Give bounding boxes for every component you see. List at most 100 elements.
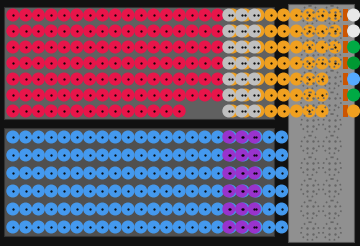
Circle shape	[276, 221, 287, 233]
Circle shape	[186, 9, 198, 21]
Circle shape	[58, 167, 70, 179]
Circle shape	[212, 25, 224, 37]
Circle shape	[135, 149, 147, 161]
Circle shape	[199, 185, 211, 197]
Bar	[343, 73, 348, 85]
Circle shape	[33, 41, 44, 53]
Circle shape	[212, 221, 224, 233]
Circle shape	[223, 73, 235, 85]
Circle shape	[225, 131, 236, 143]
Circle shape	[109, 185, 121, 197]
Circle shape	[161, 185, 172, 197]
Circle shape	[265, 89, 276, 101]
Circle shape	[265, 73, 276, 85]
Circle shape	[20, 203, 31, 215]
Circle shape	[249, 185, 260, 197]
Circle shape	[212, 131, 224, 143]
Circle shape	[226, 41, 238, 53]
Circle shape	[174, 25, 185, 37]
Circle shape	[249, 131, 260, 143]
Circle shape	[278, 25, 289, 37]
Circle shape	[20, 149, 31, 161]
Circle shape	[199, 9, 211, 21]
Circle shape	[249, 167, 260, 179]
Circle shape	[45, 73, 57, 85]
Circle shape	[33, 167, 44, 179]
Circle shape	[223, 89, 235, 101]
Circle shape	[199, 89, 211, 101]
Circle shape	[236, 73, 247, 85]
Circle shape	[174, 57, 185, 69]
Circle shape	[20, 9, 31, 21]
Circle shape	[33, 89, 44, 101]
Circle shape	[316, 9, 328, 21]
Circle shape	[109, 25, 121, 37]
Circle shape	[84, 9, 95, 21]
Circle shape	[161, 167, 172, 179]
Circle shape	[122, 221, 134, 233]
Circle shape	[250, 185, 262, 197]
Circle shape	[58, 149, 70, 161]
Circle shape	[84, 149, 95, 161]
Circle shape	[174, 221, 185, 233]
Circle shape	[316, 41, 328, 53]
Circle shape	[109, 149, 121, 161]
Circle shape	[226, 73, 238, 85]
Circle shape	[7, 221, 19, 233]
Circle shape	[252, 89, 264, 101]
Circle shape	[174, 131, 185, 143]
Circle shape	[33, 131, 44, 143]
Circle shape	[226, 105, 238, 117]
Circle shape	[237, 221, 249, 233]
Circle shape	[186, 131, 198, 143]
Circle shape	[45, 41, 57, 53]
Circle shape	[212, 203, 224, 215]
Circle shape	[45, 105, 57, 117]
Circle shape	[20, 185, 31, 197]
Circle shape	[122, 73, 134, 85]
Circle shape	[236, 41, 247, 53]
Circle shape	[252, 57, 264, 69]
Circle shape	[249, 89, 260, 101]
Circle shape	[148, 167, 159, 179]
Circle shape	[135, 9, 147, 21]
Circle shape	[20, 167, 31, 179]
Circle shape	[186, 149, 198, 161]
Circle shape	[71, 203, 82, 215]
Circle shape	[45, 89, 57, 101]
Circle shape	[237, 203, 249, 215]
Circle shape	[96, 73, 108, 85]
Circle shape	[236, 185, 247, 197]
Bar	[4, 128, 274, 236]
Circle shape	[237, 131, 249, 143]
Circle shape	[250, 131, 262, 143]
Circle shape	[291, 25, 302, 37]
Circle shape	[20, 73, 31, 85]
Circle shape	[84, 57, 95, 69]
Circle shape	[278, 57, 289, 69]
Circle shape	[71, 131, 82, 143]
Circle shape	[199, 41, 211, 53]
Circle shape	[58, 57, 70, 69]
Circle shape	[148, 9, 159, 21]
Circle shape	[186, 203, 198, 215]
Bar	[288, 4, 354, 242]
Circle shape	[174, 203, 185, 215]
Circle shape	[223, 105, 235, 117]
Circle shape	[199, 57, 211, 69]
Circle shape	[265, 25, 276, 37]
Circle shape	[348, 57, 359, 69]
Circle shape	[122, 131, 134, 143]
Circle shape	[348, 9, 359, 21]
Circle shape	[109, 89, 121, 101]
Circle shape	[122, 185, 134, 197]
Circle shape	[278, 41, 289, 53]
Circle shape	[84, 203, 95, 215]
Bar	[343, 57, 348, 69]
Circle shape	[45, 57, 57, 69]
Circle shape	[174, 149, 185, 161]
Circle shape	[263, 149, 275, 161]
Circle shape	[186, 89, 198, 101]
Circle shape	[276, 131, 287, 143]
Circle shape	[135, 89, 147, 101]
